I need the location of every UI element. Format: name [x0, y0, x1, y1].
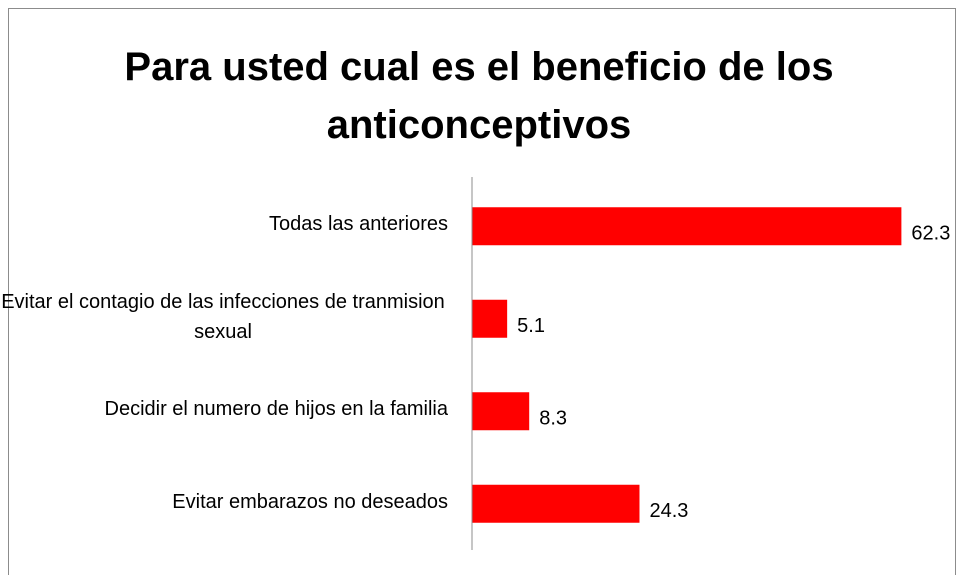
y-tick-label-box: Evitar el contagio de las infecciones de…: [0, 287, 448, 347]
bar: [472, 484, 640, 523]
y-tick-label: Evitar embarazos no deseados: [172, 490, 448, 513]
chart-border: [8, 8, 956, 575]
value-label: 62.3: [911, 223, 950, 245]
bar: [472, 207, 902, 246]
bar: [472, 299, 508, 338]
chart-title: Para usted cual es el beneficio de los a…: [124, 45, 834, 147]
y-tick-label-box: Todas las anteriores: [0, 209, 448, 239]
y-tick-label: Decidir el numero de hijos en la familia: [104, 398, 449, 421]
value-label: 5.1: [517, 315, 545, 337]
y-tick-label-box: Decidir el numero de hijos en la familia: [0, 394, 449, 424]
value-label: 8.3: [539, 408, 567, 430]
y-tick-label-box: Evitar embarazos no deseados: [0, 487, 448, 517]
y-tick-label: Evitar el contagio de las infecciones de…: [1, 290, 445, 343]
chart-title-box: Para usted cual es el beneficio de los a…: [0, 38, 958, 154]
y-tick-label: Todas las anteriores: [269, 213, 448, 236]
value-label: 24.3: [649, 500, 688, 522]
bar: [472, 392, 530, 431]
